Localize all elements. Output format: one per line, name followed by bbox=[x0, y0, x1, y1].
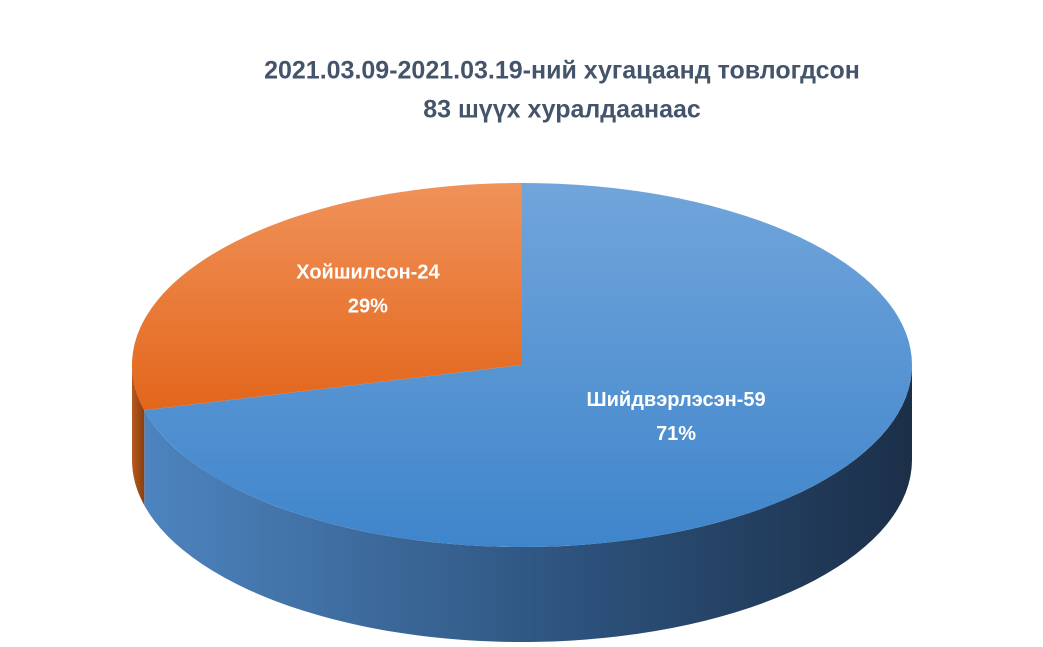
slice bbox=[131, 183, 522, 411]
slice-label: Шийдвэрлэсэн-59 bbox=[587, 389, 766, 411]
chart-title: 2021.03.09-2021.03.19-ний хугацаанд товл… bbox=[264, 57, 860, 85]
slice bbox=[144, 183, 912, 547]
slice-label: Хойшилсон-24 bbox=[296, 262, 440, 284]
slice-side bbox=[144, 365, 912, 643]
slice-side bbox=[132, 365, 145, 506]
value-label: 71% bbox=[656, 423, 696, 445]
value-label: 29% bbox=[348, 296, 388, 318]
chart-title: 83 шүүх хуралдаанаас bbox=[423, 96, 701, 124]
